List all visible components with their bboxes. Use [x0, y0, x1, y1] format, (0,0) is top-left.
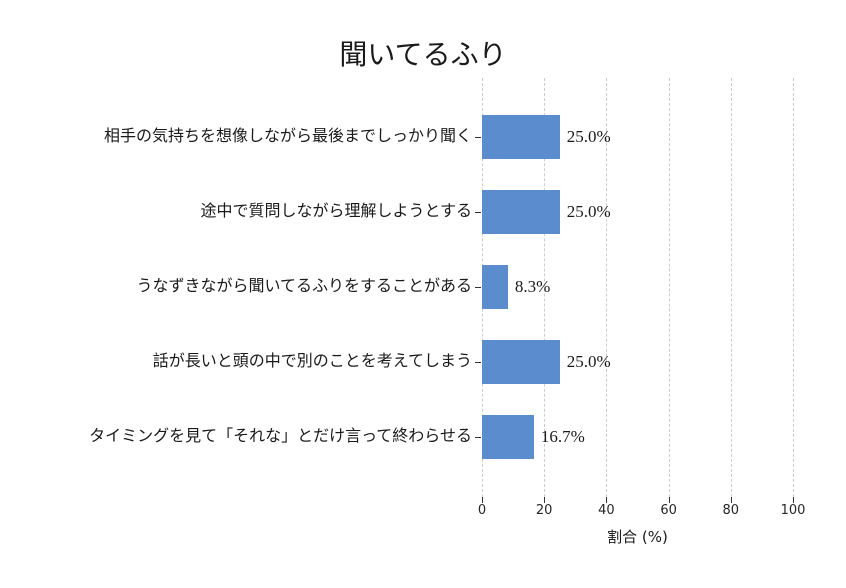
x-tick-mark-80: [730, 497, 732, 503]
gridline-x-60: [668, 78, 670, 497]
category-label: タイミングを見て「それな」とだけ言って終わらせる: [89, 428, 472, 445]
x-tick-label-20: 20: [535, 503, 553, 518]
x-tick-label-0: 0: [477, 503, 487, 518]
x-tick-label-100: 100: [780, 503, 806, 518]
gridline-x-20: [544, 78, 546, 497]
x-axis-label: 割合 (%): [607, 528, 668, 546]
y-tick-mark: [475, 212, 481, 213]
x-tick-label-80: 80: [722, 503, 740, 518]
x-tick-mark-40: [606, 497, 608, 503]
x-tick-mark-60: [668, 497, 670, 503]
category-label: 相手の気持ちを想像しながら最後までしっかり聞く: [103, 128, 472, 145]
x-tick-label-60: 60: [660, 503, 677, 518]
bar: [482, 190, 560, 234]
bar: [482, 340, 560, 384]
bar: [482, 265, 508, 309]
value-label: 16.7%: [540, 427, 585, 446]
gridline-x-100: [793, 78, 794, 497]
y-tick-mark: [475, 362, 481, 363]
bar: [482, 415, 534, 459]
value-label: 8.3%: [514, 277, 551, 296]
y-tick-mark: [475, 137, 481, 138]
y-tick-mark: [475, 287, 481, 288]
gridline-x-80: [730, 78, 732, 497]
x-tick-mark-20: [544, 497, 546, 503]
x-tick-label-40: 40: [598, 503, 615, 518]
value-label: 25.0%: [566, 127, 611, 146]
chart-title: 聞いてるふり: [339, 40, 507, 71]
bar: [482, 115, 560, 159]
y-tick-mark: [475, 437, 481, 438]
category-label: 途中で質問しながら理解しようとする: [200, 203, 472, 220]
gridline-x-40: [606, 78, 608, 497]
category-label: 話が長いと頭の中で別のことを考えてしまう: [152, 353, 472, 370]
category-label: うなずきながら聞いてるふりをすることがある: [136, 278, 472, 295]
x-tick-mark-100: [793, 497, 794, 503]
x-tick-mark-0: [482, 497, 483, 503]
value-label: 25.0%: [566, 352, 611, 371]
value-label: 25.0%: [566, 202, 611, 221]
